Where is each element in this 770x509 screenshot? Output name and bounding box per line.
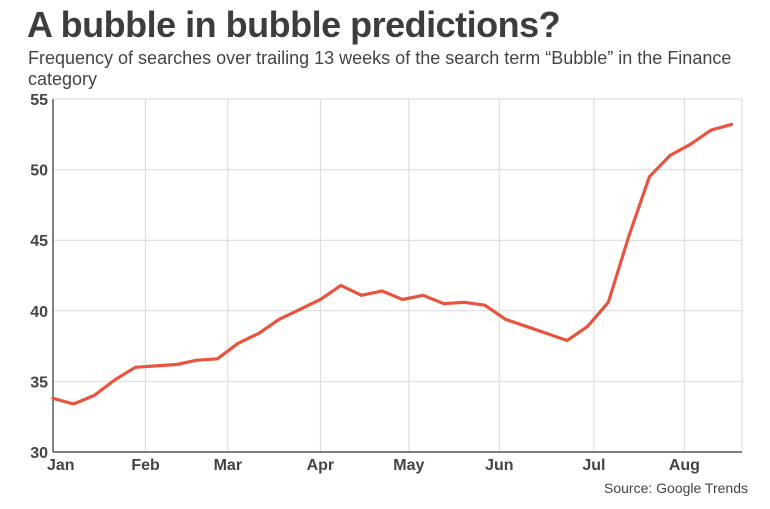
- data-point: [483, 303, 487, 307]
- data-point: [689, 142, 692, 146]
- data-point: [709, 128, 713, 132]
- data-point: [360, 293, 363, 297]
- data-point: [72, 402, 75, 406]
- data-point: [216, 357, 219, 361]
- data-point: [92, 394, 96, 397]
- data-point: [154, 364, 158, 368]
- series-line: [51, 122, 734, 406]
- data-point: [462, 300, 466, 304]
- data-point: [298, 307, 302, 311]
- x-tick-label: May: [393, 457, 424, 474]
- source-note: Source: Google Trends: [604, 480, 748, 496]
- data-point: [627, 234, 631, 238]
- data-point: [318, 298, 322, 301]
- grid-layer: [53, 98, 743, 452]
- y-tick-label: 30: [30, 445, 48, 462]
- x-tick-label: Aug: [669, 457, 700, 474]
- data-point: [648, 175, 651, 179]
- data-point: [133, 365, 137, 369]
- y-tick-label: 40: [30, 304, 48, 321]
- data-point: [175, 363, 178, 366]
- x-tick-label: Mar: [214, 457, 242, 474]
- data-point: [257, 331, 261, 335]
- data-point: [51, 396, 55, 400]
- data-point: [730, 123, 734, 126]
- x-tick-label: Feb: [131, 457, 160, 474]
- data-point: [236, 341, 240, 345]
- tick-label-layer: 30 35 40 45 50 55 Jan Feb Mar Apr May Jun Jul Aug: [30, 92, 700, 474]
- x-tick-label: Jul: [582, 457, 605, 474]
- x-tick-label: Jun: [485, 457, 513, 474]
- data-point: [668, 154, 672, 157]
- series-layer: [51, 122, 734, 406]
- y-tick-label: 50: [30, 163, 48, 180]
- data-point: [565, 339, 569, 342]
- data-point: [277, 317, 281, 321]
- y-tick-label: 45: [30, 233, 48, 250]
- data-point: [339, 283, 343, 287]
- data-point: [524, 324, 528, 328]
- axis-layer: [52, 99, 742, 453]
- data-point: [606, 300, 610, 304]
- y-tick-label: 35: [30, 374, 48, 391]
- data-point: [113, 378, 117, 382]
- data-point: [586, 324, 590, 328]
- data-point: [545, 331, 549, 335]
- x-tick-label: Apr: [307, 457, 335, 474]
- data-point: [442, 302, 446, 306]
- data-point: [195, 358, 199, 362]
- x-tick-label: Jan: [47, 457, 75, 474]
- data-point: [380, 289, 384, 293]
- data-point: [421, 293, 425, 297]
- y-tick-label: 55: [30, 92, 48, 109]
- data-point: [504, 317, 507, 321]
- chart-subtitle: Frequency of searches over trailing 13 w…: [28, 48, 732, 89]
- data-point: [401, 298, 405, 301]
- chart-title: A bubble in bubble predictions?: [27, 4, 561, 45]
